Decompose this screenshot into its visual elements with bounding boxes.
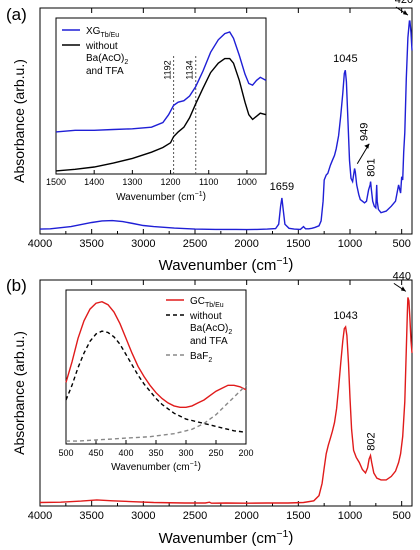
x-axis-label: Wavenumber (cm−1) [159,255,294,274]
peak-label: 802 [365,432,377,450]
peak-label: 1045 [333,53,357,65]
x-axis-label: Wavenumber (cm−1) [159,528,294,547]
peak-label: 1659 [270,181,294,193]
arrow-head [364,143,370,149]
panel-label: (b) [6,276,27,295]
peak-label: 420 [395,0,413,6]
plot-frame [39,279,413,507]
inset-tick-label: 500 [58,448,73,458]
peak-label: 440 [393,270,411,282]
legend-label: without [85,41,118,52]
inset-tick-label: 1300 [122,177,142,187]
legend-label: Ba(AcO)2 [86,53,128,66]
x-tick-label: 1500 [286,510,310,522]
x-tick-label: 3000 [131,238,155,250]
inset-tick-label: 400 [118,448,133,458]
legend-label: Ba(AcO)2 [190,323,232,336]
vline-label: 1134 [185,60,195,79]
inset-line [55,57,267,172]
panel-label: (a) [6,5,27,24]
vline-label: 1192 [163,60,173,79]
peak-label: 949 [358,123,370,141]
inset-line [66,384,247,442]
inset-x-axis-label: Wavenumber (cm−1) [111,461,201,473]
x-tick-label: 1500 [286,238,310,250]
inset-x-axis-label: Wavenumber (cm−1) [116,191,206,203]
x-tick-label: 4000 [28,510,52,522]
peak-label: 1043 [333,310,357,322]
legend-label: BaF2 [190,351,212,364]
peak-label: 801 [366,158,378,176]
inset-tick-label: 1000 [237,177,257,187]
inset-tick-label: 1200 [161,177,181,187]
inset-tick-label: 1100 [199,177,218,187]
y-axis-label: Absorbance (arb.u.) [11,59,27,183]
x-tick-label: 1000 [338,238,362,250]
x-tick-label: 2000 [234,510,258,522]
legend-label: and TFA [190,336,228,347]
inset-tick-label: 1500 [46,177,66,187]
inset-tick-label: 350 [148,448,163,458]
x-tick-label: 2500 [183,238,207,250]
x-tick-label: 3500 [79,510,103,522]
spectrum-line [39,297,413,504]
inset-tick-label: 250 [208,448,223,458]
inset-line [65,330,247,433]
legend-label: XGTb/Eu [86,26,119,39]
x-tick-label: 500 [392,510,410,522]
arrow-head [402,10,408,16]
x-tick-label: 4000 [28,238,52,250]
x-tick-label: 2500 [183,510,207,522]
x-tick-label: 1000 [338,510,362,522]
inset-tick-label: 300 [178,448,193,458]
x-tick-label: 2000 [234,238,258,250]
spectrum-line [39,20,413,231]
y-axis-label: Absorbance (arb.u.) [11,331,27,455]
legend-label: and TFA [86,66,124,77]
inset-tick-label: 200 [238,448,253,458]
legend-label: without [189,311,222,322]
plot-frame [39,7,413,235]
x-tick-label: 500 [392,238,410,250]
legend-label: GCTb/Eu [190,296,224,309]
x-tick-label: 3000 [131,510,155,522]
inset-line [65,300,247,408]
arrow-head [400,286,406,292]
inset-tick-label: 450 [88,448,103,458]
inset-tick-label: 1400 [84,177,104,187]
x-tick-label: 3500 [79,238,103,250]
inset-line [55,31,267,133]
